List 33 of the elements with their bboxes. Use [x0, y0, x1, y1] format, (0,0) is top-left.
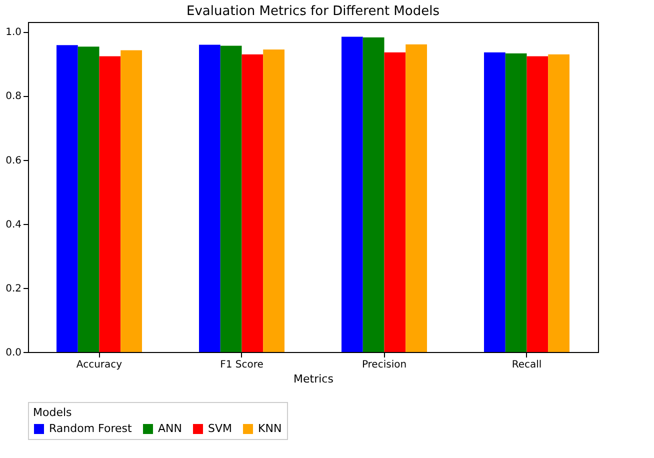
legend-label: KNN	[258, 422, 282, 435]
bar	[406, 44, 427, 352]
y-tick-label: 0.2	[6, 283, 22, 294]
y-tick-label: 0.6	[6, 155, 22, 166]
y-tick-label: 1.0	[6, 27, 22, 38]
bar	[220, 46, 242, 352]
y-tick-label: 0.8	[6, 91, 22, 102]
bar	[484, 52, 506, 352]
bar	[99, 56, 121, 352]
bar	[120, 50, 142, 352]
bar	[242, 54, 264, 352]
bar	[548, 54, 570, 352]
bar	[56, 45, 78, 352]
bar	[384, 52, 406, 352]
legend-label: ANN	[158, 422, 182, 435]
bar	[199, 44, 220, 352]
x-tick-label: Precision	[362, 360, 407, 370]
bar	[78, 46, 100, 352]
legend-label: Random Forest	[49, 422, 132, 435]
x-tick-label: F1 Score	[220, 360, 264, 370]
x-axis-title: Metrics	[294, 372, 334, 386]
x-tick-label: Recall	[512, 360, 542, 370]
bar	[362, 37, 384, 352]
y-tick-label: 0.4	[6, 219, 22, 230]
bar	[526, 56, 548, 352]
x-tick-label: Accuracy	[76, 360, 122, 370]
y-tick-label: 0.0	[6, 348, 22, 358]
chart-title: Evaluation Metrics for Different Models	[186, 4, 440, 19]
legend-title: Models	[33, 406, 72, 419]
legend-label: SVM	[208, 422, 232, 435]
bar	[342, 36, 363, 352]
bar	[263, 50, 284, 352]
bar	[505, 53, 527, 352]
